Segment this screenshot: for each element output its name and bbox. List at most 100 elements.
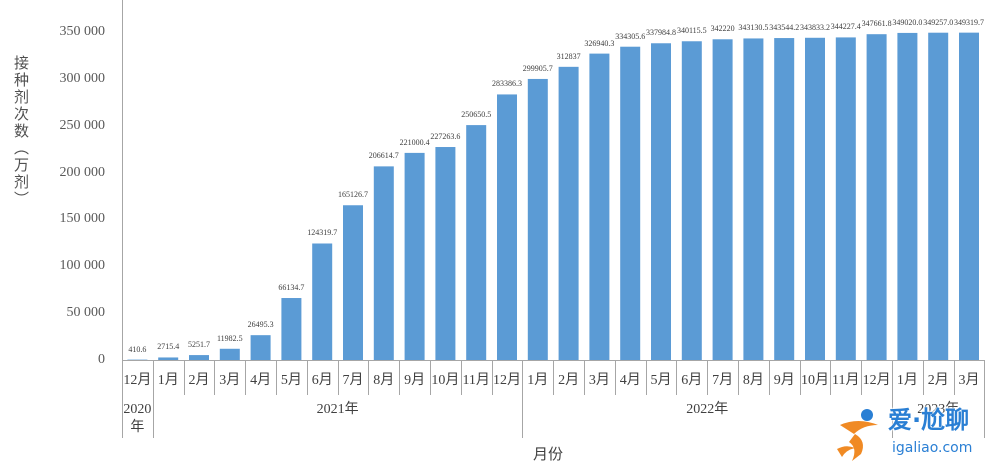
month-label: 12月 [492,373,521,388]
month-label: 4月 [250,373,272,388]
month-label: 7月 [342,373,364,388]
bar-data-label: 66134.7 [278,283,305,293]
bar [712,39,733,360]
bar-data-label: 165126.7 [338,190,368,200]
bar [651,43,671,360]
y-tick-label: 300 000 [59,70,106,86]
bar-data-label: 340115.5 [676,26,707,36]
y-tick-label: 250 000 [59,117,106,133]
y-tick-label: 50 000 [66,305,106,321]
bar-data-label: 344227.4 [830,22,861,32]
month-label: 1月 [157,373,179,388]
watermark-brand: 爱·尬聊 [888,406,970,434]
month-label: 9月 [773,373,795,388]
bar [527,78,548,360]
y-axis-title: 接种剂次数（万剂） [12,55,28,208]
year-label: 2022年 [686,402,729,417]
bar-data-label: 342220 [710,24,735,34]
bar-data-label: 410.6 [128,344,147,354]
bar-data-label: 326940.3 [584,38,615,48]
bar [281,298,302,360]
y-tick-label: 100 000 [59,258,106,274]
month-label: 1月 [896,373,918,388]
year-label: 2021年 [316,402,359,417]
watermark: 爱·尬聊 igaliao.com [836,402,992,464]
month-label: 12月 [123,373,152,388]
month-label: 8月 [373,373,395,388]
bar [497,94,517,361]
month-label: 3月 [588,373,610,388]
bar-data-label: 206614.7 [368,151,399,161]
month-label: 2月 [558,373,580,388]
bar [404,152,425,360]
bar-data-label: 221000.4 [399,137,430,147]
month-label: 10月 [431,373,460,388]
month-label: 3月 [219,373,241,388]
y-tick-label: 350 000 [59,24,106,39]
month-label: 8月 [742,373,764,388]
bar-data-label: 11982.5 [216,333,243,343]
month-label: 1月 [527,373,549,388]
bar [343,205,363,360]
month-label: 5月 [650,373,672,388]
bar-data-label: 349319.7 [954,17,984,27]
bar [959,32,979,360]
x-axis-title: 月份 [532,447,563,463]
bar [558,66,579,360]
bar-data-label: 343544.2 [769,23,800,33]
month-label: 3月 [958,373,980,388]
month-label: 12月 [862,373,891,388]
month-label: 6月 [311,373,333,388]
bar [743,38,764,360]
bar [219,348,240,360]
bar [620,46,641,361]
bar-data-label: 227263.6 [430,132,461,142]
month-label: 4月 [619,373,641,388]
bar [897,32,918,361]
year-label: 2020年 [123,402,152,435]
bar [373,166,394,360]
y-tick-label: 150 000 [59,211,106,227]
bar-data-label: 312837 [556,51,581,61]
running-figure-logo-icon [837,409,878,461]
y-tick-label: 0 [98,352,105,367]
bar-data-label: 349020.0 [892,17,923,27]
bar [466,125,487,360]
month-label: 2月 [188,373,210,388]
bar-data-label: 2715.4 [157,342,180,352]
bar [312,243,333,360]
month-label: 7月 [712,373,734,388]
bar [866,34,887,360]
month-label: 5月 [280,373,302,388]
bar-data-label: 343833.2 [800,22,830,32]
bar [189,355,209,360]
bar [928,32,949,360]
bar [158,357,179,360]
month-label: 11月 [832,373,860,388]
bar-data-label: 283386.3 [492,79,522,89]
bar-data-label: 26495.3 [247,320,274,330]
month-label: 11月 [462,373,490,388]
bar [589,53,610,361]
month-label: 10月 [800,373,829,388]
watermark-site: igaliao.com [892,440,973,456]
bar-data-label: 349257.0 [923,17,954,27]
month-label: 2月 [927,373,949,388]
bar-data-label: 250650.5 [461,110,492,120]
bar [805,37,825,360]
month-label: 6月 [681,373,703,388]
bar [435,147,456,360]
y-tick-label: 200 000 [59,164,106,180]
bar-data-label: 124319.7 [307,228,338,238]
bar-data-label: 299905.7 [522,63,553,73]
bar [774,38,795,361]
bar [681,41,702,360]
bar-data-label: 5251.7 [188,340,210,350]
bar [250,335,271,360]
bar-data-label: 347661.8 [861,19,892,29]
month-label: 9月 [404,373,426,388]
bar-data-label: 337984.8 [646,28,676,38]
bar-data-label: 334305.6 [615,31,646,41]
